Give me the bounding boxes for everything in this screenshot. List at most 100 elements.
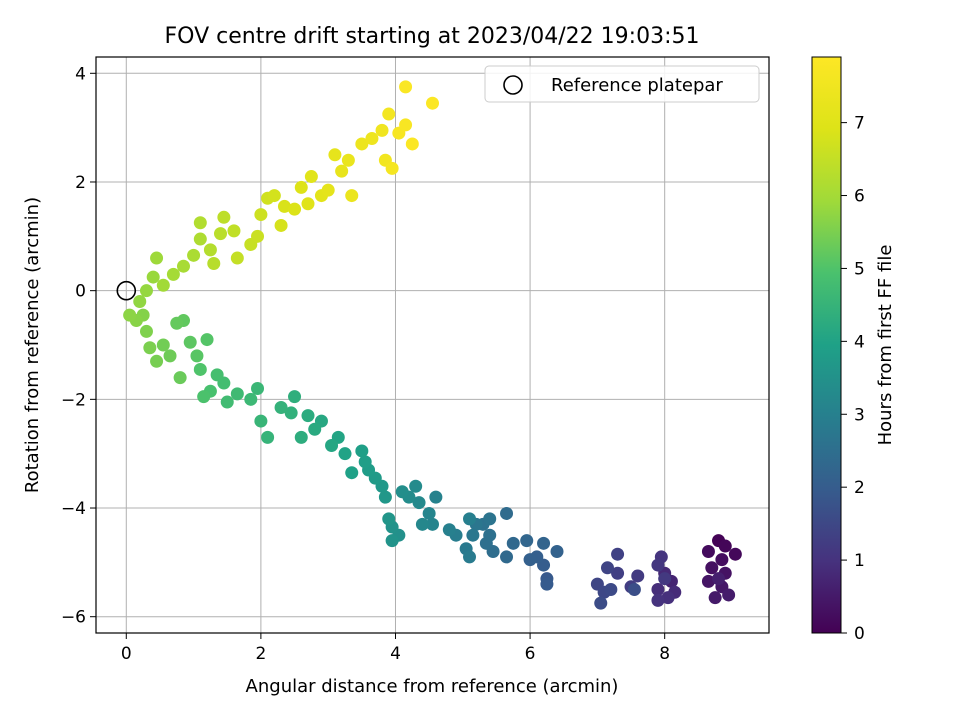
data-point (288, 390, 302, 404)
x-tick-label: 6 (525, 644, 536, 664)
data-point (335, 164, 349, 178)
data-point (604, 583, 618, 597)
data-point (701, 574, 715, 588)
data-point (176, 259, 190, 273)
y-tick-label: 2 (75, 173, 86, 193)
colorbar-tick-label: 2 (854, 478, 865, 498)
x-axis-label: Angular distance from reference (arcmin) (246, 676, 619, 697)
colorbar-label: Hours from first FF file (875, 245, 896, 446)
data-point (284, 406, 298, 420)
data-point (631, 569, 645, 583)
data-point (345, 466, 359, 480)
data-point (277, 199, 291, 213)
data-point (537, 536, 551, 550)
data-point (254, 414, 268, 428)
y-tick-label: −2 (61, 390, 86, 410)
data-point (251, 381, 265, 395)
data-point (412, 496, 426, 510)
x-axis-ticks: 0 2 4 6 8 (121, 633, 670, 664)
data-point (358, 455, 372, 469)
data-point (203, 243, 217, 257)
data-point (341, 153, 355, 167)
x-tick-label: 4 (390, 644, 401, 664)
data-point (193, 216, 207, 230)
data-point (183, 335, 197, 349)
data-point (627, 583, 641, 597)
data-point (385, 534, 399, 548)
data-point (338, 447, 352, 461)
data-point (200, 333, 214, 347)
data-point (163, 349, 177, 363)
data-point (133, 295, 147, 309)
data-point (429, 490, 443, 504)
data-point (385, 161, 399, 175)
data-point (594, 596, 608, 610)
data-point (254, 208, 268, 222)
legend-marker-icon (503, 75, 523, 95)
data-point (261, 430, 275, 444)
y-axis-label: Rotation from reference (arcmin) (22, 197, 43, 493)
data-point (715, 553, 729, 567)
data-point (500, 506, 514, 520)
data-point (506, 536, 520, 550)
data-point (173, 371, 187, 385)
data-point (661, 591, 675, 605)
data-point (483, 528, 497, 542)
data-point (207, 256, 221, 270)
data-point (197, 390, 211, 404)
colorbar-tick-label: 6 (854, 187, 865, 207)
data-point (395, 485, 409, 499)
data-point (156, 278, 170, 292)
data-point (442, 523, 456, 537)
data-point (139, 284, 153, 298)
data-point (611, 547, 625, 561)
data-point (611, 566, 625, 580)
data-point (328, 148, 342, 162)
y-axis-ticks: −6 −4 −2 0 2 4 (61, 64, 96, 628)
data-point (382, 512, 396, 526)
data-point (523, 553, 537, 567)
data-point (651, 583, 665, 597)
data-point (193, 362, 207, 376)
colorbar-tick-label: 5 (854, 259, 865, 279)
data-point (399, 118, 413, 132)
x-tick-label: 0 (121, 644, 132, 664)
data-point (308, 422, 322, 436)
reference-platepar-marker (116, 280, 137, 301)
data-point (466, 528, 480, 542)
colorbar-tick-label: 4 (854, 332, 865, 352)
data-point (426, 96, 439, 110)
data-point (463, 512, 477, 526)
data-point (651, 558, 665, 572)
data-point (166, 267, 180, 281)
grid-lines (96, 57, 769, 633)
data-point (156, 338, 170, 352)
data-point (274, 400, 288, 414)
data-point (244, 392, 258, 406)
data-point (540, 577, 554, 591)
data-point (483, 512, 497, 526)
data-point (375, 123, 389, 137)
data-point (150, 354, 164, 368)
data-point (500, 550, 514, 564)
colorbar-tick-label: 0 (854, 624, 865, 644)
legend-box (484, 65, 760, 103)
data-point (139, 324, 153, 338)
data-point (123, 308, 137, 322)
y-tick-label: 0 (75, 282, 86, 302)
data-point (463, 550, 477, 564)
data-points (123, 80, 742, 610)
colorbar-tick-label: 1 (854, 551, 865, 571)
plot-area: 0 2 4 6 8 −6 −4 −2 0 2 4 (61, 56, 770, 664)
data-point (217, 210, 231, 224)
data-point (422, 506, 436, 520)
data-point (705, 561, 719, 575)
data-point (230, 387, 244, 401)
data-point (365, 132, 379, 146)
data-point (170, 316, 184, 330)
data-point (708, 591, 722, 605)
data-point (550, 544, 564, 558)
data-point (600, 561, 614, 575)
chart-title: FOV centre drift starting at 2023/04/22 … (165, 24, 700, 49)
